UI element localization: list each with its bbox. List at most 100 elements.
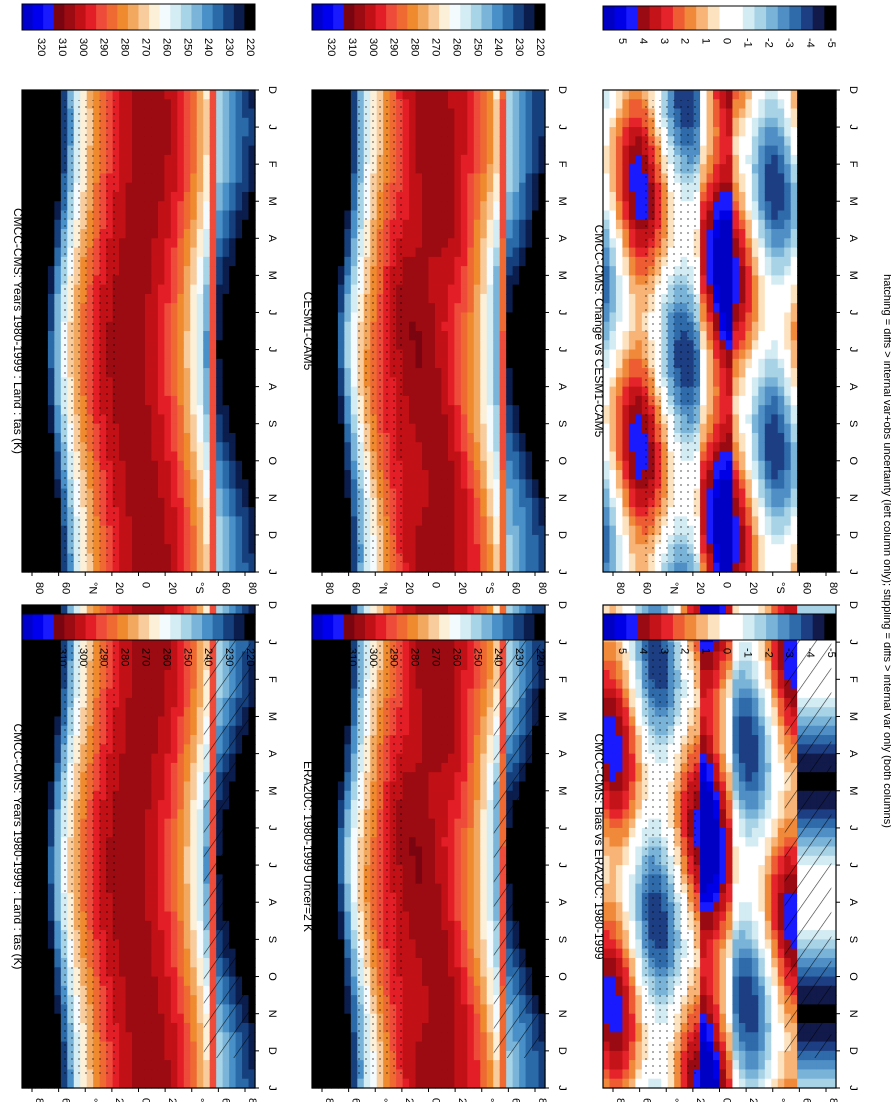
colorbar-swatch <box>64 4 76 30</box>
heatmap-cell <box>112 1022 120 1033</box>
heatmap-cell <box>229 90 237 100</box>
colorbar-tick-label: 220 <box>244 38 256 56</box>
heatmap-cell <box>216 562 224 573</box>
heatmap-cell <box>138 470 146 480</box>
heatmap-cell <box>229 534 237 545</box>
heatmap-cell <box>183 679 191 690</box>
heatmap-cell <box>183 985 191 996</box>
heatmap-cell <box>157 818 165 829</box>
heatmap-cell <box>331 939 339 950</box>
heatmap-cell <box>34 670 43 680</box>
heatmap-cell <box>34 460 43 471</box>
heatmap-cell <box>248 154 256 165</box>
heatmap-cell <box>402 800 410 810</box>
heatmap-cell <box>138 182 146 193</box>
panel-title: CMCC-CMS: Years 1980-1999 : Land : tas (… <box>11 723 25 969</box>
heatmap-cell <box>337 688 345 699</box>
heatmap-cell <box>222 534 230 545</box>
heatmap-cell <box>428 967 436 978</box>
heatmap-cell <box>409 957 417 968</box>
heatmap-cell <box>229 479 237 490</box>
heatmap-cell <box>28 414 36 425</box>
heatmap-cell <box>47 479 55 490</box>
heatmap-cell <box>164 865 172 875</box>
heatmap-cell <box>177 553 185 564</box>
heatmap-cell <box>422 781 430 792</box>
heatmap-cell <box>177 707 185 718</box>
heatmap-cell <box>248 238 256 249</box>
heatmap-cell <box>164 173 172 184</box>
heatmap-cell <box>196 154 204 165</box>
colorbar-swatch <box>106 614 118 640</box>
heatmap-cell <box>235 340 243 351</box>
y-tick-label: 0 <box>140 582 152 588</box>
heatmap-cell <box>151 902 159 913</box>
heatmap-cell <box>318 1004 326 1015</box>
heatmap-cell <box>402 837 410 848</box>
heatmap-cell <box>242 331 250 341</box>
heatmap-cell <box>28 303 36 314</box>
heatmap-cell <box>34 525 43 536</box>
heatmap-cell <box>54 642 62 653</box>
heatmap-cell <box>222 1069 230 1080</box>
heatmap-cell <box>434 1004 443 1015</box>
heatmap-cell <box>318 735 326 745</box>
heatmap-cell <box>216 479 224 490</box>
heatmap-cell <box>151 275 159 286</box>
heatmap-cell <box>196 1032 204 1043</box>
heatmap-cell <box>144 1004 153 1015</box>
heatmap-cell <box>41 1032 49 1043</box>
heatmap-cell <box>170 488 178 499</box>
heatmap-cell <box>112 948 120 959</box>
heatmap-cell <box>34 340 43 351</box>
heatmap-cell <box>54 312 62 323</box>
heatmap-cell <box>54 1050 62 1061</box>
heatmap-cell <box>324 939 333 950</box>
heatmap-cell <box>434 744 443 755</box>
heatmap-cell <box>34 127 43 137</box>
heatmap-cell <box>409 995 417 1006</box>
heatmap-cell <box>222 210 230 221</box>
heatmap-cell <box>190 1013 198 1024</box>
heatmap-cell <box>209 605 217 615</box>
heatmap-cell <box>151 948 159 959</box>
heatmap-cell <box>203 229 211 239</box>
heatmap-cell <box>28 995 36 1006</box>
heatmap-cell <box>177 219 185 230</box>
heatmap-cell <box>248 173 256 184</box>
heatmap-cell <box>248 967 256 978</box>
heatmap-cell <box>324 902 333 913</box>
heatmap-cell <box>242 340 250 351</box>
heatmap-cell <box>47 210 55 221</box>
heatmap-cell <box>209 229 217 239</box>
heatmap-cell <box>209 479 217 490</box>
heatmap-cell <box>41 697 49 708</box>
heatmap-cell <box>324 1078 333 1089</box>
heatmap-cell <box>190 108 198 119</box>
heatmap-cell <box>112 679 120 690</box>
heatmap-cell <box>203 507 211 517</box>
heatmap-cell <box>41 201 49 212</box>
heatmap-cell <box>183 688 191 699</box>
heatmap-cell <box>34 507 43 517</box>
heatmap-cell <box>144 405 153 416</box>
colorbar-tick-label: 320 <box>35 648 47 666</box>
heatmap-cell <box>112 136 120 147</box>
heatmap-cell <box>132 479 140 490</box>
heatmap-cell <box>402 846 410 857</box>
heatmap-cell <box>242 238 250 249</box>
heatmap-cell <box>422 1022 430 1033</box>
heatmap-cell <box>151 976 159 987</box>
heatmap-cell <box>54 1013 62 1024</box>
heatmap-cell <box>183 238 191 249</box>
heatmap-cell <box>434 855 443 866</box>
heatmap-cell <box>132 772 140 783</box>
heatmap-cell <box>216 368 224 378</box>
heatmap-cell <box>151 358 159 369</box>
heatmap-cell <box>151 266 159 276</box>
heatmap-cell <box>222 460 230 471</box>
heatmap-cell <box>125 930 133 940</box>
heatmap-cell <box>434 846 443 857</box>
heatmap-cell <box>203 219 211 230</box>
heatmap-cell <box>151 892 159 903</box>
